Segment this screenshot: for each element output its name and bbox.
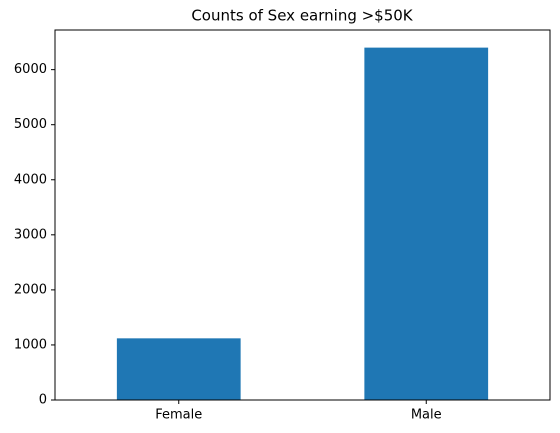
chart-title: Counts of Sex earning >$50K [191,7,413,25]
plot-frame [54,29,551,401]
y-tick-label: 6000 [14,62,47,77]
bar [116,338,241,400]
y-tick-label: 5000 [14,117,47,132]
y-tick-label: 0 [39,393,47,408]
bar [364,47,489,400]
x-tick-label: Male [411,408,442,423]
x-tick-label: Female [155,408,202,423]
y-tick-label: 2000 [14,282,47,297]
y-tick-label: 4000 [14,172,47,187]
y-tick-label: 3000 [14,227,47,242]
y-tick-label: 1000 [14,337,47,352]
